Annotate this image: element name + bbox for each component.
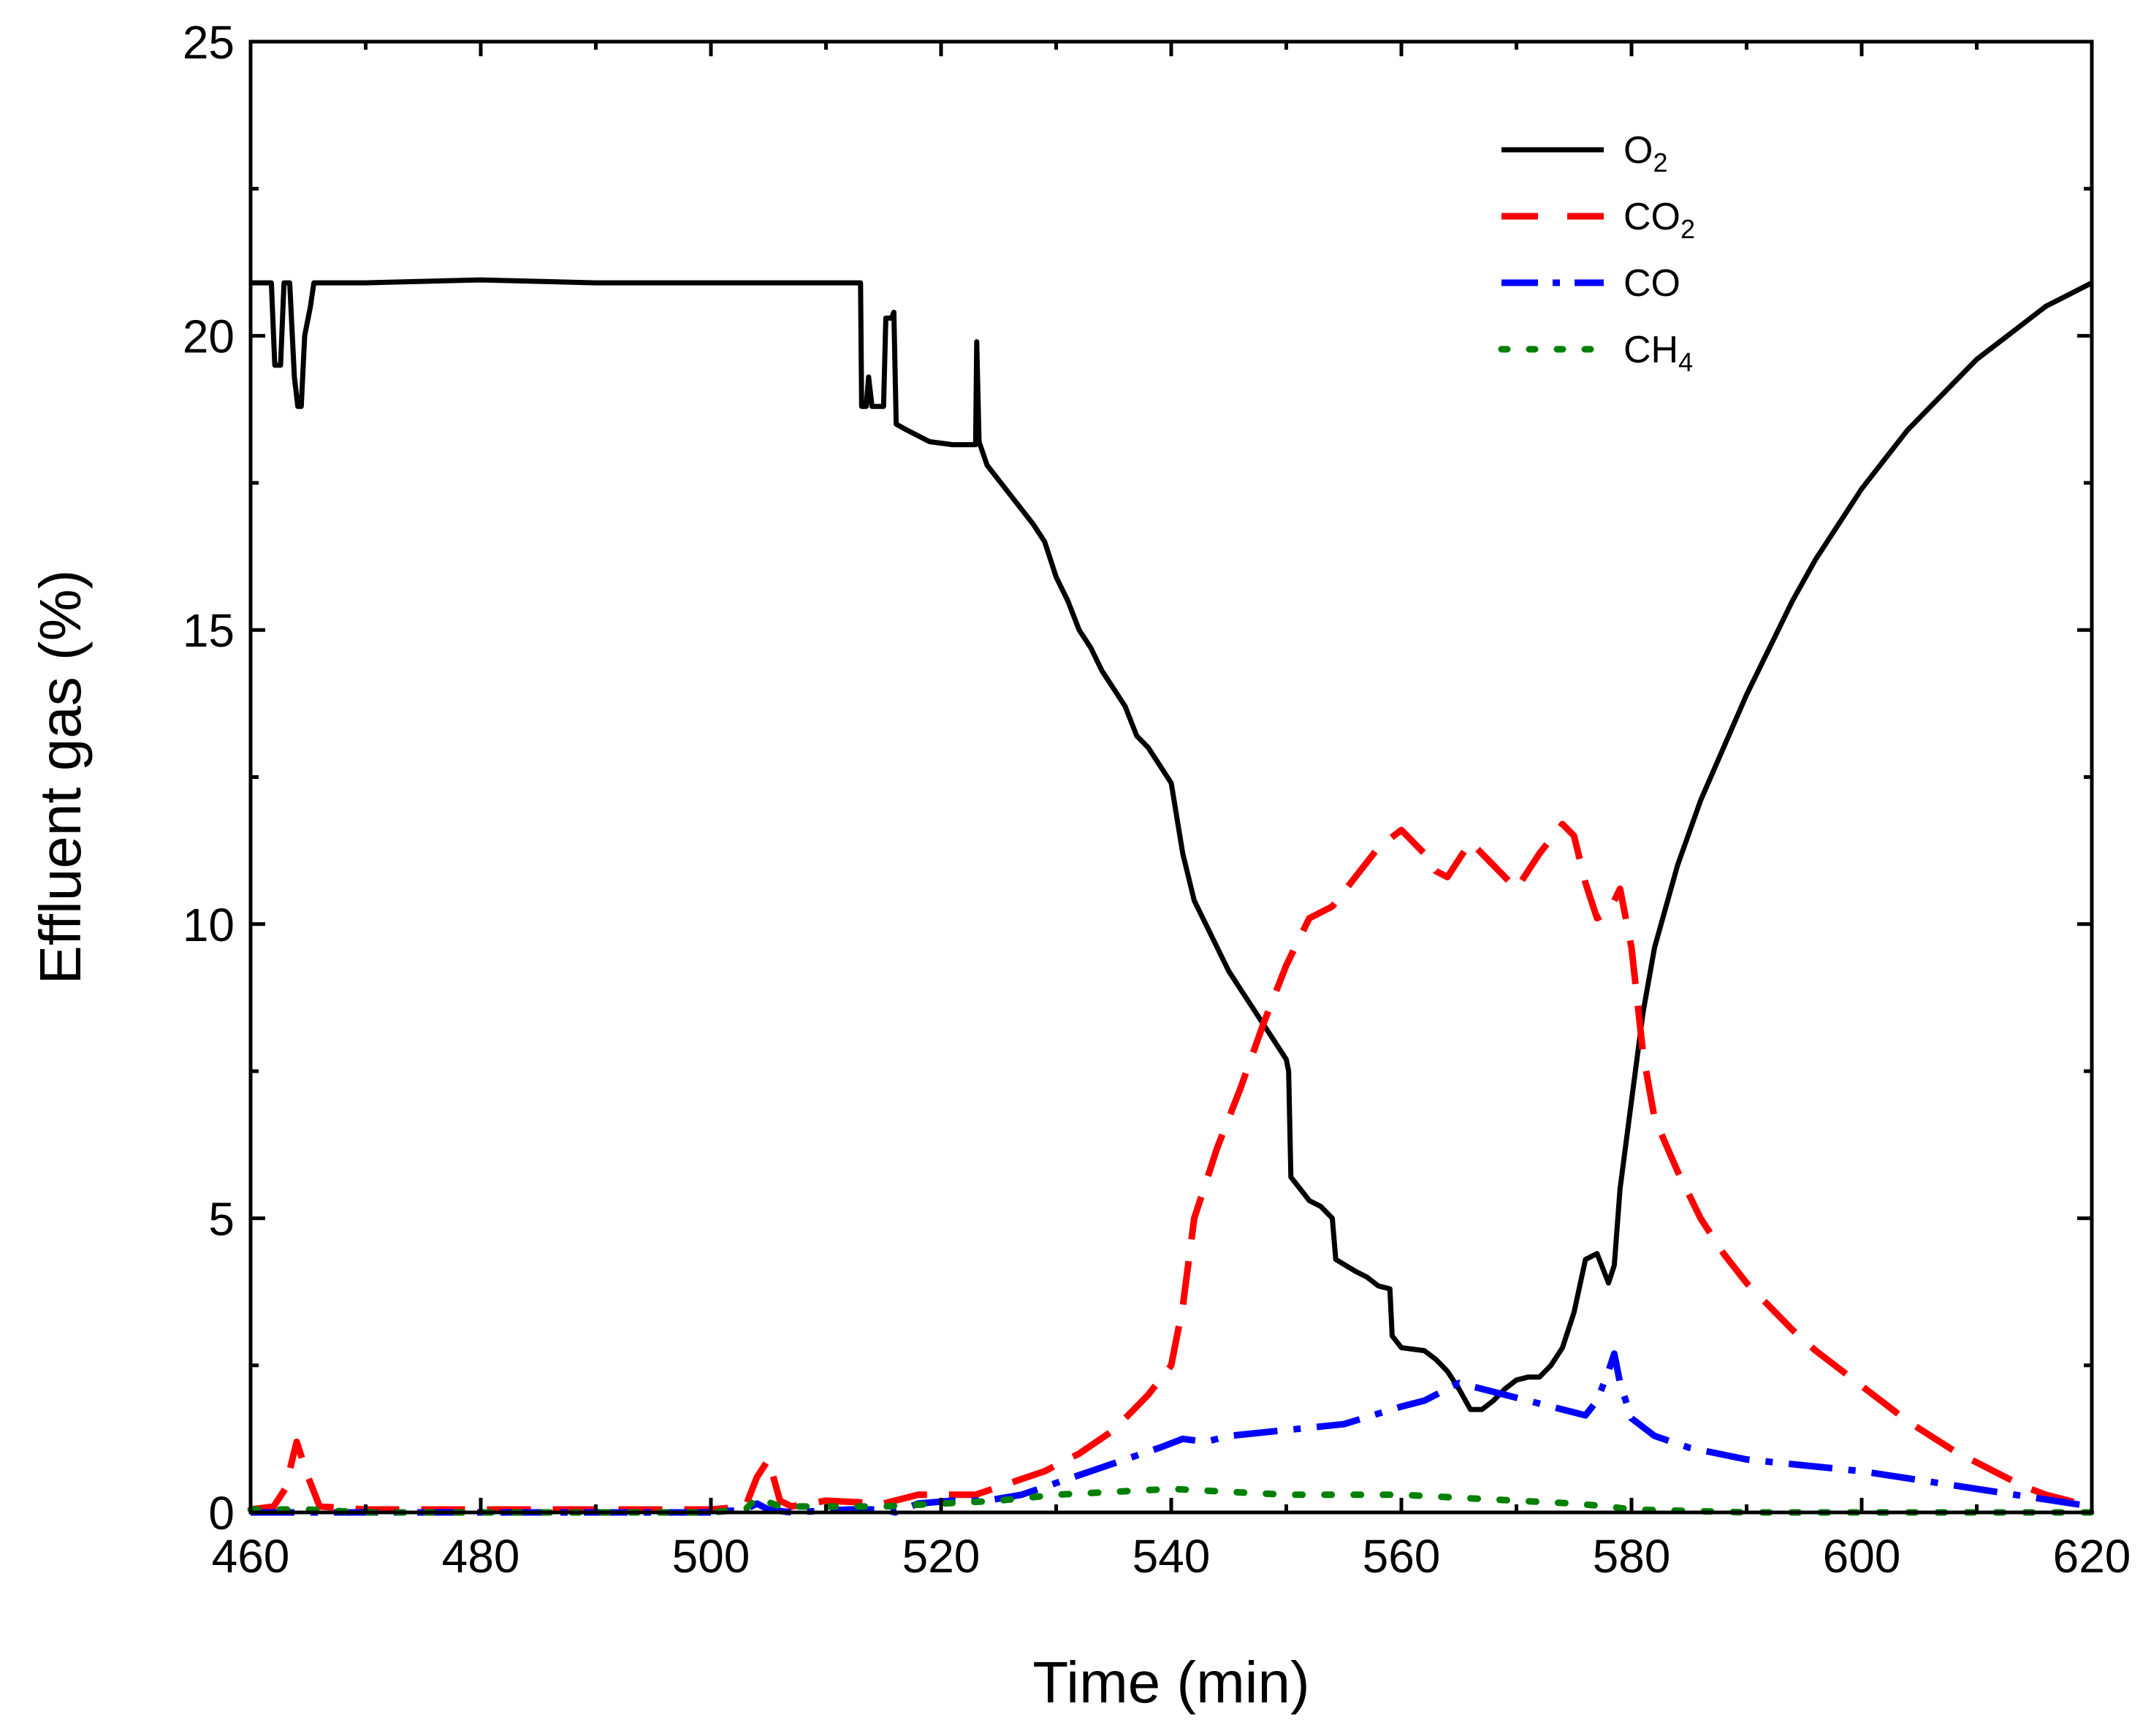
x-tick-label: 540 (1132, 1530, 1211, 1583)
tick-labels: 460 480 500 520 540 560 580 600 620 0 5 10 15 20 25 (183, 16, 2131, 1583)
x-tick-label: 580 (1593, 1530, 1671, 1583)
x-tick-label: 600 (1823, 1530, 1901, 1583)
y-tick-label: 0 (208, 1487, 235, 1539)
series-lines (247, 277, 2095, 1516)
x-tick-label: 560 (1363, 1530, 1441, 1583)
y-tick-label: 25 (183, 16, 235, 69)
x-tick-label: 480 (442, 1530, 520, 1583)
legend: O2 CO2 CO CH4 (1498, 129, 1695, 377)
plot-frame (248, 39, 2094, 1515)
x-tick-label: 520 (902, 1530, 981, 1583)
series-line-co2 (250, 821, 2093, 1513)
y-axis-title: Effluent gas (%) (28, 570, 93, 985)
axis-ticks (248, 39, 2094, 1515)
x-tick-label: 500 (672, 1530, 750, 1583)
legend-label-co: CO (1623, 262, 1680, 305)
y-tick-label: 20 (183, 311, 235, 363)
legend-label-co2: CO2 (1623, 196, 1695, 244)
y-tick-label: 5 (208, 1192, 235, 1245)
series-line-o2 (251, 277, 2093, 1412)
y-tick-label: 10 (183, 899, 235, 951)
series-line-ch4 (247, 1485, 2095, 1516)
series-line-co (251, 1350, 2093, 1516)
plot-area (247, 39, 2095, 1516)
y-tick-label: 15 (183, 604, 235, 657)
x-tick-label: 460 (212, 1530, 290, 1583)
x-tick-label: 620 (2053, 1530, 2131, 1583)
legend-label-ch4: CH4 (1623, 329, 1693, 377)
x-axis-title: Time (min) (1032, 1650, 1309, 1715)
legend-label-o2: O2 (1623, 129, 1667, 178)
